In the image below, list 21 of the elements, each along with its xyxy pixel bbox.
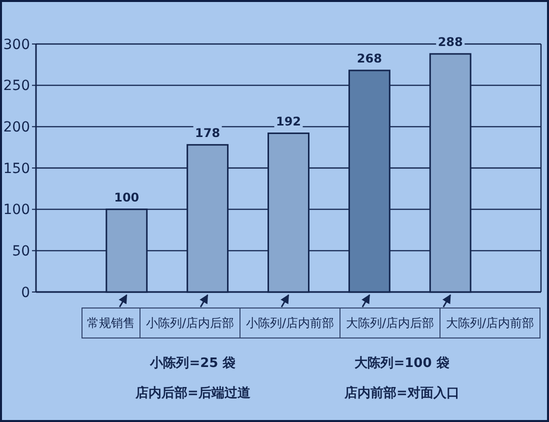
data-label: 178 <box>195 126 220 140</box>
y-tick-label: 0 <box>21 284 30 301</box>
x-tick-label: 小陈列/店内后部 <box>146 316 234 330</box>
x-tick-label: 大陈列/店内前部 <box>446 316 534 330</box>
y-tick-label: 250 <box>3 78 30 94</box>
x-tick-label: 常规销售 <box>87 316 135 330</box>
text: 店内后部=后端过道 <box>134 385 252 401</box>
data-label: 100 <box>114 190 140 204</box>
y-tick-label: 50 <box>12 244 30 260</box>
y-tick-label: 300 <box>3 36 30 53</box>
text: 店内前部=对面入口 <box>344 385 460 401</box>
data-label: 268 <box>356 51 382 66</box>
y-tick-label: 150 <box>3 160 30 177</box>
y-tick-label: 100 <box>3 202 30 218</box>
x-tick-label: 小陈列/店内前部 <box>246 316 334 330</box>
x-tick-label: 大陈列/店内后部 <box>346 316 434 330</box>
text: 小陈列=25 袋 <box>149 356 236 371</box>
data-label: 288 <box>438 34 463 49</box>
text: 大陈列=100 袋 <box>354 356 450 371</box>
y-tick-label: 200 <box>3 120 30 136</box>
data-label: 192 <box>276 114 302 128</box>
